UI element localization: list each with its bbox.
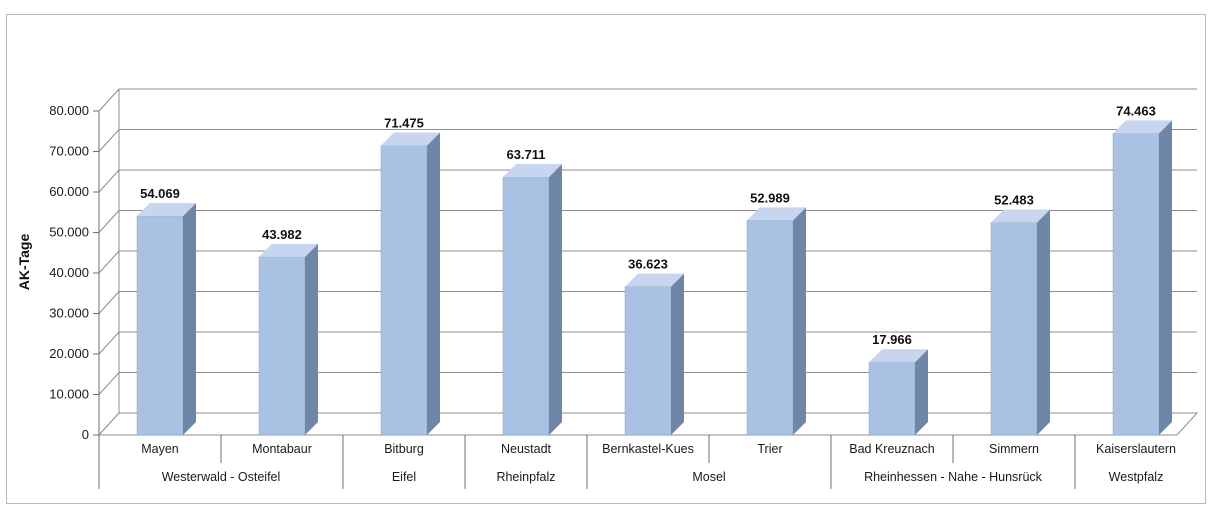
x-group-label: Eifel [392,470,416,484]
x-tick-label: Kaiserslautern [1096,442,1176,456]
bar-side [305,243,318,435]
y-tick-label: 30.000 [49,306,89,321]
x-group-label: Westpfalz [1109,470,1164,484]
y-tick-label: 50.000 [49,225,89,240]
y-tick-label: 60.000 [49,184,89,199]
bar [502,176,550,436]
gridline-depth [98,291,120,314]
bar-top [991,209,1050,223]
gridline-depth [98,250,120,274]
bar-top [869,349,928,363]
bar-top [137,203,196,217]
bar-side [915,349,928,435]
bar-top [381,132,440,146]
bar-top [259,243,318,257]
y-tick-label: 80.000 [49,103,89,118]
x-group-label: Mosel [692,470,725,484]
bar-side [1037,209,1050,435]
x-tick-label: Simmern [989,442,1039,456]
gridline-depth [98,210,120,233]
data-label: 36.623 [628,257,668,272]
y-tick-label: 10.000 [49,387,89,402]
bar-side [427,132,440,435]
x-tick-label: Montabaur [252,442,312,456]
data-label: 43.982 [262,227,302,242]
bar [1112,133,1160,436]
bar-side [183,203,196,435]
data-label: 52.483 [994,192,1034,207]
bar-top [1113,120,1172,134]
y-axis-title: AK-Tage [16,234,32,291]
bar [380,145,428,436]
bar [746,220,794,436]
x-tick-label: Bad Kreuznach [849,442,935,456]
y-tick-label: 0 [82,427,89,442]
y-tick-label: 40.000 [49,265,89,280]
x-tick-label: Bernkastel-Kues [602,442,694,456]
data-label: 74.463 [1116,103,1156,118]
gridline-depth [98,331,120,355]
bar-top [503,163,562,177]
x-tick-label: Neustadt [501,442,552,456]
chart-frame: 0 10.000 20.000 30.000 40.000 50.000 60.000 70.… [6,14,1206,504]
bar-side [793,207,806,435]
bar-chart: 0 10.000 20.000 30.000 40.000 50.000 60.000 70.… [16,88,1199,489]
data-label: 54.069 [140,186,180,201]
gridline-depth [98,169,120,193]
bar-side [549,163,562,435]
bar-top [625,273,684,287]
y-tick-label: 20.000 [49,346,89,361]
bar-top [747,207,806,221]
x-group-label: Rheinhessen - Nahe - Hunsrück [864,470,1043,484]
data-label: 17.966 [872,332,912,347]
bar [990,222,1038,436]
x-tick-label: Trier [757,442,782,456]
x-group-label: Westerwald - Osteifel [162,470,281,484]
bar-side [1159,120,1172,435]
x-tick-label: Bitburg [384,442,424,456]
x-group-label: Rheinpfalz [496,470,555,484]
bar [868,361,916,436]
bar [136,215,184,436]
gridline-depth [98,88,120,112]
bar [624,286,672,436]
x-tick-label: Mayen [141,442,179,456]
bar-side [671,273,684,435]
y-tick-label: 70.000 [49,144,89,159]
gridline-depth [98,372,120,395]
data-label: 71.475 [384,116,424,131]
gridline-depth [98,129,120,152]
bar [258,256,306,436]
data-label: 52.989 [750,190,790,205]
data-label: 63.711 [506,147,545,162]
